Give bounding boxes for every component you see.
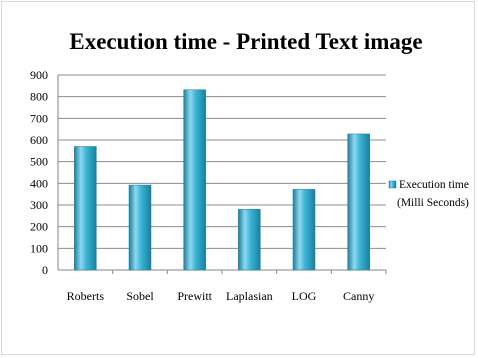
y-tick-label: 600 [30, 133, 48, 147]
legend-swatch [388, 180, 397, 189]
x-tick-label: Sobel [126, 289, 154, 303]
y-tick-label: 900 [30, 68, 48, 82]
bars [74, 89, 370, 271]
legend-label: (Milli Seconds) [397, 197, 469, 209]
axes [57, 75, 387, 274]
bar-prewitt [183, 89, 206, 271]
y-tick-label: 400 [30, 176, 48, 190]
x-tick-label: Prewitt [177, 289, 212, 303]
gridlines [58, 74, 386, 249]
y-tick-label: 200 [30, 220, 48, 234]
bar-log [292, 189, 316, 271]
y-tick-label: 500 [30, 155, 48, 169]
y-tick-label: 800 [30, 90, 48, 104]
y-tick-label: 300 [30, 198, 48, 212]
bar-canny [347, 133, 370, 271]
y-tick-label: 100 [30, 241, 48, 255]
y-tick-label: 700 [30, 111, 48, 125]
x-tick-label: LOG [292, 289, 317, 303]
chart-title: Execution time - Printed Text image [69, 29, 422, 54]
x-tick-label: Laplasian [226, 289, 273, 303]
y-tick-label: 0 [42, 263, 48, 277]
legend-label: Execution time [399, 179, 469, 191]
bar-sobel [128, 184, 152, 271]
bar-laplasian [238, 209, 261, 271]
x-tick-label: Roberts [67, 289, 105, 303]
tick-labels: 0 100 200 300 400 500 600 700 800 900 Roberts Sobel… [30, 68, 374, 303]
x-tick-label: Canny [343, 289, 374, 303]
legend: Execution time (Milli Seconds) [388, 179, 469, 209]
bar-roberts [74, 146, 97, 271]
